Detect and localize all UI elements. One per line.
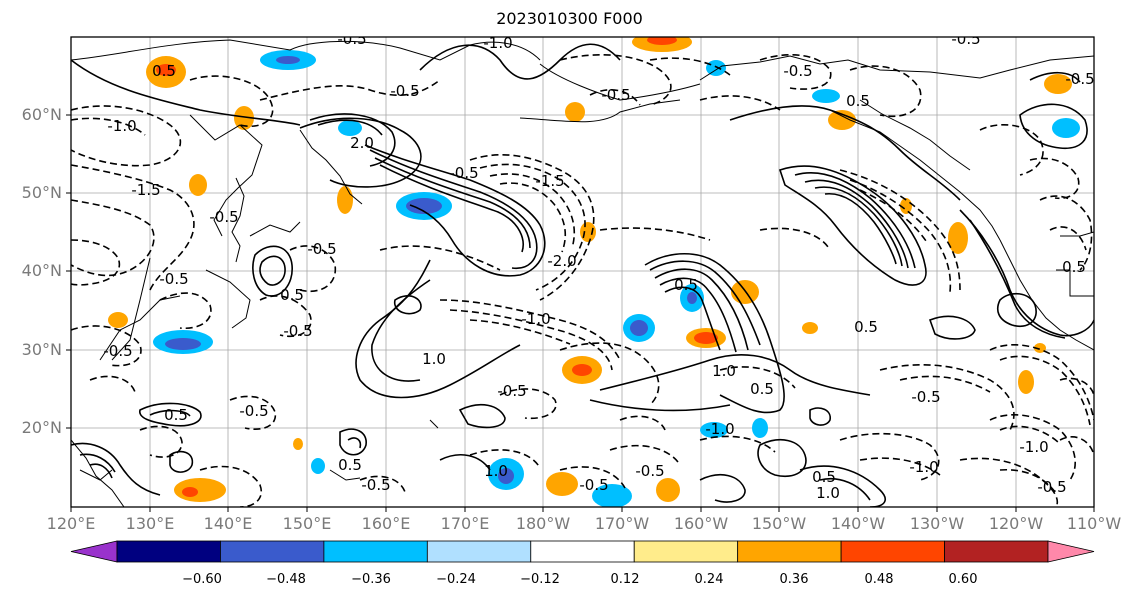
lon-label: 120°E: [46, 514, 96, 533]
map-title: 2023010300 F000: [496, 9, 643, 28]
colorbar-extend-low: [70, 540, 118, 563]
lon-label: 170°W: [594, 514, 650, 533]
contour-label: -0.5: [159, 270, 188, 288]
colorbar-segment: [426, 540, 532, 563]
contour-label: -0.5: [579, 476, 608, 494]
colorbar-tick-label: 0.48: [864, 572, 894, 587]
colorbar-tick-label: −0.60: [182, 572, 222, 587]
map-frame: [70, 36, 1095, 508]
colorbar-segment: [220, 540, 325, 563]
contour-label: -1.0: [483, 34, 512, 52]
lon-label: 120°W: [988, 514, 1044, 533]
colorbar-tick-label: −0.24: [436, 572, 476, 587]
lon-label: 130°E: [125, 514, 175, 533]
lon-label: 110°W: [1066, 514, 1122, 533]
contour-label: 0.5: [812, 468, 836, 486]
contour-label: -0.5: [361, 476, 390, 494]
colorbar-tick-label: −0.12: [520, 572, 560, 587]
contour-label: -1.0: [705, 420, 734, 438]
contour-label: 0.5: [152, 62, 176, 80]
contour-label: -0.5: [209, 208, 238, 226]
lat-label: 30°N: [21, 340, 62, 359]
positive-contours: [71, 43, 1094, 507]
contour-label: -0.5: [103, 342, 132, 360]
colorbar-segment: [840, 540, 945, 563]
contour-label: 0.5: [674, 276, 698, 294]
colorbar-tick-label: −0.48: [266, 572, 306, 587]
graticule: [71, 37, 1094, 507]
contour-label: -1.0: [521, 310, 550, 328]
colorbar-tick-label: 0.60: [948, 572, 978, 587]
contour-label: 0.5: [280, 286, 304, 304]
contour-label: -0.5: [390, 82, 419, 100]
lon-label: 140°E: [203, 514, 253, 533]
contour-labels: 0.5 -1.0 -0.5 -1.5 -0.5 -0.5 -0.5 2.0 -0…: [103, 30, 1094, 502]
contour-label: 0.5: [1062, 258, 1086, 276]
colorbar-segment: [737, 540, 842, 563]
contour-label: 2.0: [350, 134, 374, 152]
lon-label: 160°E: [361, 514, 411, 533]
contour-label: 1.0: [422, 350, 446, 368]
colorbar-tick-label: −0.36: [351, 572, 391, 587]
contour-label: -0.5: [783, 62, 812, 80]
contour-label: -0.5: [635, 462, 664, 480]
contour-label: -0.5: [1037, 478, 1066, 496]
lon-label: 180°W: [515, 514, 571, 533]
lat-label: 60°N: [21, 105, 62, 124]
colorbar-segment: [530, 540, 635, 563]
contour-label: -0.5: [951, 30, 980, 48]
coastlines: [71, 39, 1094, 507]
colorbar-segment: [323, 540, 428, 563]
shaded-anomalies: [108, 37, 1080, 507]
lon-label: 150°E: [282, 514, 332, 533]
contour-label: 0.5: [854, 318, 878, 336]
lon-label: 160°W: [673, 514, 729, 533]
contour-label: -1.5: [131, 181, 160, 199]
lat-label: 50°N: [21, 183, 62, 202]
colorbar-tick-label: 0.12: [610, 572, 640, 587]
contour-label: -2.0: [547, 252, 576, 270]
colorbar: [70, 540, 1095, 563]
colorbar-segment: [944, 540, 1049, 563]
contour-label: -1.5: [535, 172, 564, 190]
contour-label: 0.5: [164, 406, 188, 424]
contour-label: -0.5: [497, 382, 526, 400]
colorbar-tick-label: 0.36: [779, 572, 809, 587]
contour-label: -0.5: [1065, 70, 1094, 88]
contour-label: 0.5: [750, 380, 774, 398]
contour-label: 1.0: [816, 484, 840, 502]
contour-label: -1.0: [909, 458, 938, 476]
contour-label: -1.0: [107, 117, 136, 135]
colorbar-extend-high: [1047, 540, 1095, 563]
contour-label: -1.0: [1019, 438, 1048, 456]
contour-label: -0.5: [337, 30, 366, 48]
contour-label: 0.5: [846, 92, 870, 110]
lon-label: 140°W: [830, 514, 886, 533]
contour-label: -0.5: [601, 86, 630, 104]
lon-label: 130°W: [909, 514, 965, 533]
contour-label: 1.0: [484, 462, 508, 480]
lat-label: 20°N: [21, 418, 62, 437]
colorbar-segment: [633, 540, 739, 563]
negative-contours: [71, 54, 1094, 507]
lon-label: 150°W: [751, 514, 807, 533]
contour-label: -0.5: [239, 402, 268, 420]
contour-label: -0.5: [307, 240, 336, 258]
lat-label: 40°N: [21, 261, 62, 280]
contour-label: -0.5: [911, 388, 940, 406]
colorbar-tick-label: 0.24: [694, 572, 724, 587]
tick-marks: [66, 114, 1095, 512]
contour-label: -0.5: [283, 322, 312, 340]
contour-label: 0.5: [338, 456, 362, 474]
colorbar-segment: [116, 540, 221, 563]
contour-label: 1.0: [712, 362, 736, 380]
contour-label: -0.5: [449, 164, 478, 182]
lon-label: 170°E: [440, 514, 490, 533]
